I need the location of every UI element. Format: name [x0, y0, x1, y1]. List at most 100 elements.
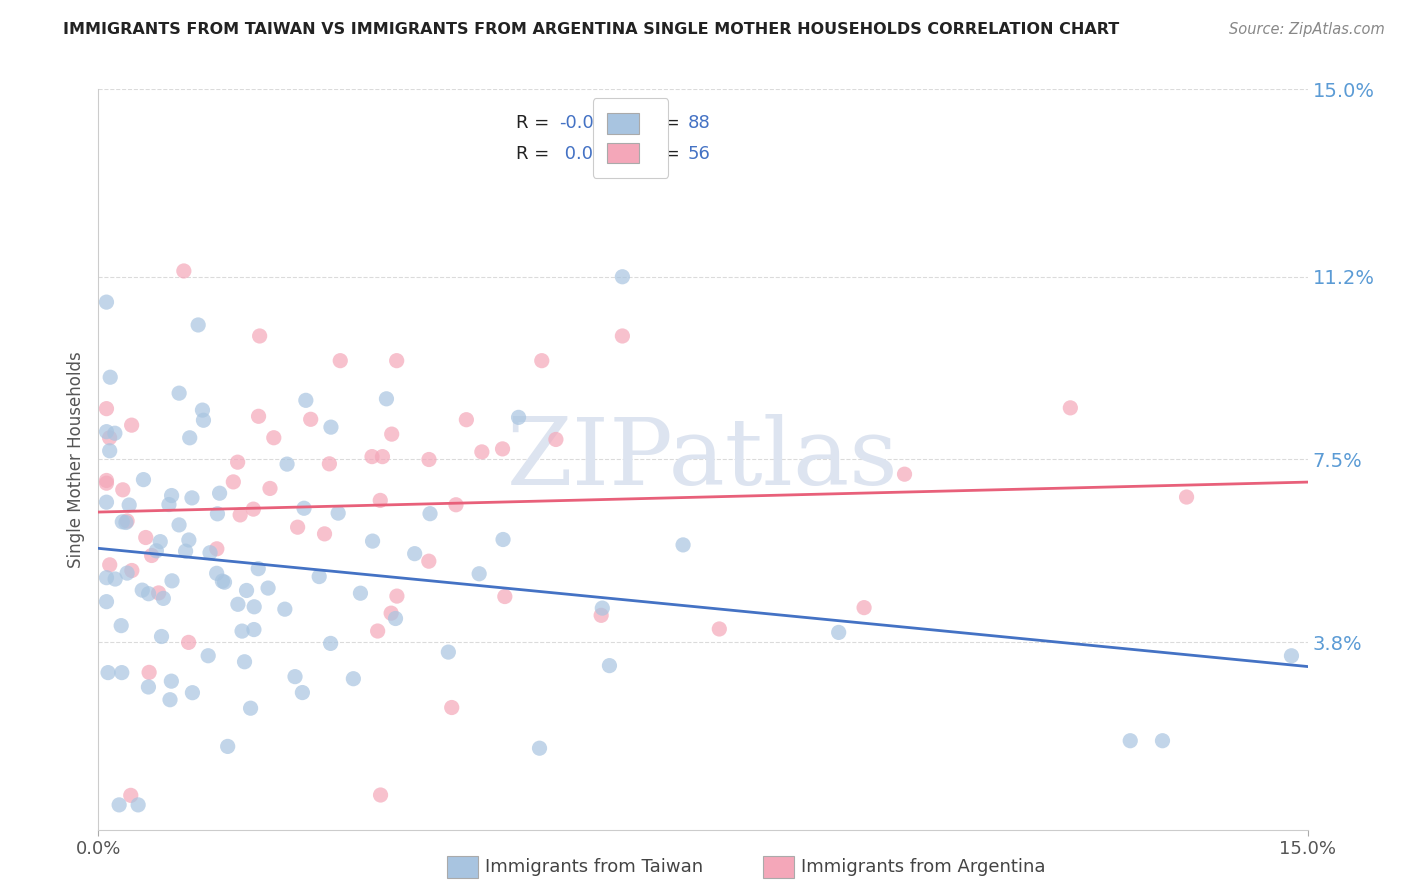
Point: [380, 606, 402, 620]
Point: [197, 648, 219, 663]
Point: [381, 427, 404, 442]
Point: [508, 410, 530, 425]
Point: [148, 586, 170, 600]
Point: [243, 623, 266, 637]
Point: [893, 467, 915, 482]
Point: [295, 393, 318, 408]
Point: [96, 295, 118, 310]
Point: [672, 538, 695, 552]
Legend: , : ,: [592, 98, 668, 178]
Point: [709, 622, 731, 636]
Point: [235, 583, 257, 598]
Point: [152, 591, 174, 606]
Point: [529, 741, 551, 756]
Point: [242, 502, 264, 516]
Point: [115, 514, 138, 528]
Point: [208, 486, 231, 500]
Point: [385, 353, 408, 368]
Point: [419, 507, 441, 521]
Point: [591, 601, 613, 615]
Point: [160, 674, 183, 689]
Point: [370, 788, 392, 802]
Point: [361, 534, 384, 549]
Point: [456, 413, 478, 427]
Point: [115, 566, 138, 580]
Point: [159, 692, 181, 706]
Point: [127, 797, 149, 812]
Point: [177, 635, 200, 649]
Point: [233, 655, 256, 669]
Y-axis label: Single Mother Households: Single Mother Households: [67, 351, 86, 567]
Text: Source: ZipAtlas.com: Source: ZipAtlas.com: [1229, 22, 1385, 37]
Point: [177, 533, 200, 547]
Point: [181, 686, 204, 700]
Point: [287, 520, 309, 534]
Point: [342, 672, 364, 686]
Point: [494, 590, 516, 604]
Point: [1059, 401, 1081, 415]
Point: [141, 549, 163, 563]
Point: [384, 611, 406, 625]
Point: [828, 625, 851, 640]
Point: [98, 431, 121, 445]
Point: [612, 269, 634, 284]
Point: [371, 450, 394, 464]
Point: [98, 370, 121, 384]
Point: [349, 586, 371, 600]
Point: [150, 630, 173, 644]
Point: [138, 680, 160, 694]
Point: [121, 418, 143, 433]
Point: [1152, 733, 1174, 747]
Point: [96, 571, 118, 585]
Point: [167, 517, 190, 532]
Point: [471, 445, 494, 459]
Point: [115, 516, 138, 530]
Point: [418, 452, 440, 467]
Point: [247, 562, 270, 576]
Point: [367, 624, 389, 638]
Text: -0.089: -0.089: [560, 113, 617, 131]
Point: [243, 599, 266, 614]
Point: [284, 670, 307, 684]
Point: [385, 589, 408, 603]
Point: [96, 425, 118, 439]
Point: [149, 534, 172, 549]
Point: [276, 457, 298, 471]
Text: 88: 88: [688, 113, 710, 131]
Point: [308, 569, 330, 583]
Point: [138, 665, 160, 680]
Point: [319, 636, 342, 650]
Point: [368, 493, 391, 508]
Point: [108, 797, 131, 812]
Point: [247, 409, 270, 424]
Point: [440, 700, 463, 714]
Point: [111, 515, 134, 529]
Point: [181, 491, 204, 505]
Point: [96, 476, 118, 491]
Point: [375, 392, 398, 406]
Point: [231, 624, 253, 639]
Point: [1175, 490, 1198, 504]
Point: [222, 475, 245, 489]
Point: [239, 701, 262, 715]
Point: [318, 457, 340, 471]
Text: R =: R =: [516, 113, 554, 131]
Text: R =: R =: [516, 145, 554, 163]
Point: [96, 474, 118, 488]
Point: [187, 318, 209, 332]
Text: IMMIGRANTS FROM TAIWAN VS IMMIGRANTS FROM ARGENTINA SINGLE MOTHER HOUSEHOLDS COR: IMMIGRANTS FROM TAIWAN VS IMMIGRANTS FRO…: [63, 22, 1119, 37]
Point: [145, 543, 167, 558]
Point: [612, 329, 634, 343]
Point: [211, 574, 233, 588]
Point: [111, 483, 134, 497]
Point: [249, 329, 271, 343]
Point: [167, 386, 190, 401]
Text: Immigrants from Taiwan: Immigrants from Taiwan: [485, 858, 703, 876]
Point: [104, 572, 127, 586]
Point: [98, 558, 121, 572]
Text: N =: N =: [634, 145, 686, 163]
Point: [174, 544, 197, 558]
Point: [530, 353, 553, 368]
Point: [131, 583, 153, 598]
Point: [444, 498, 467, 512]
